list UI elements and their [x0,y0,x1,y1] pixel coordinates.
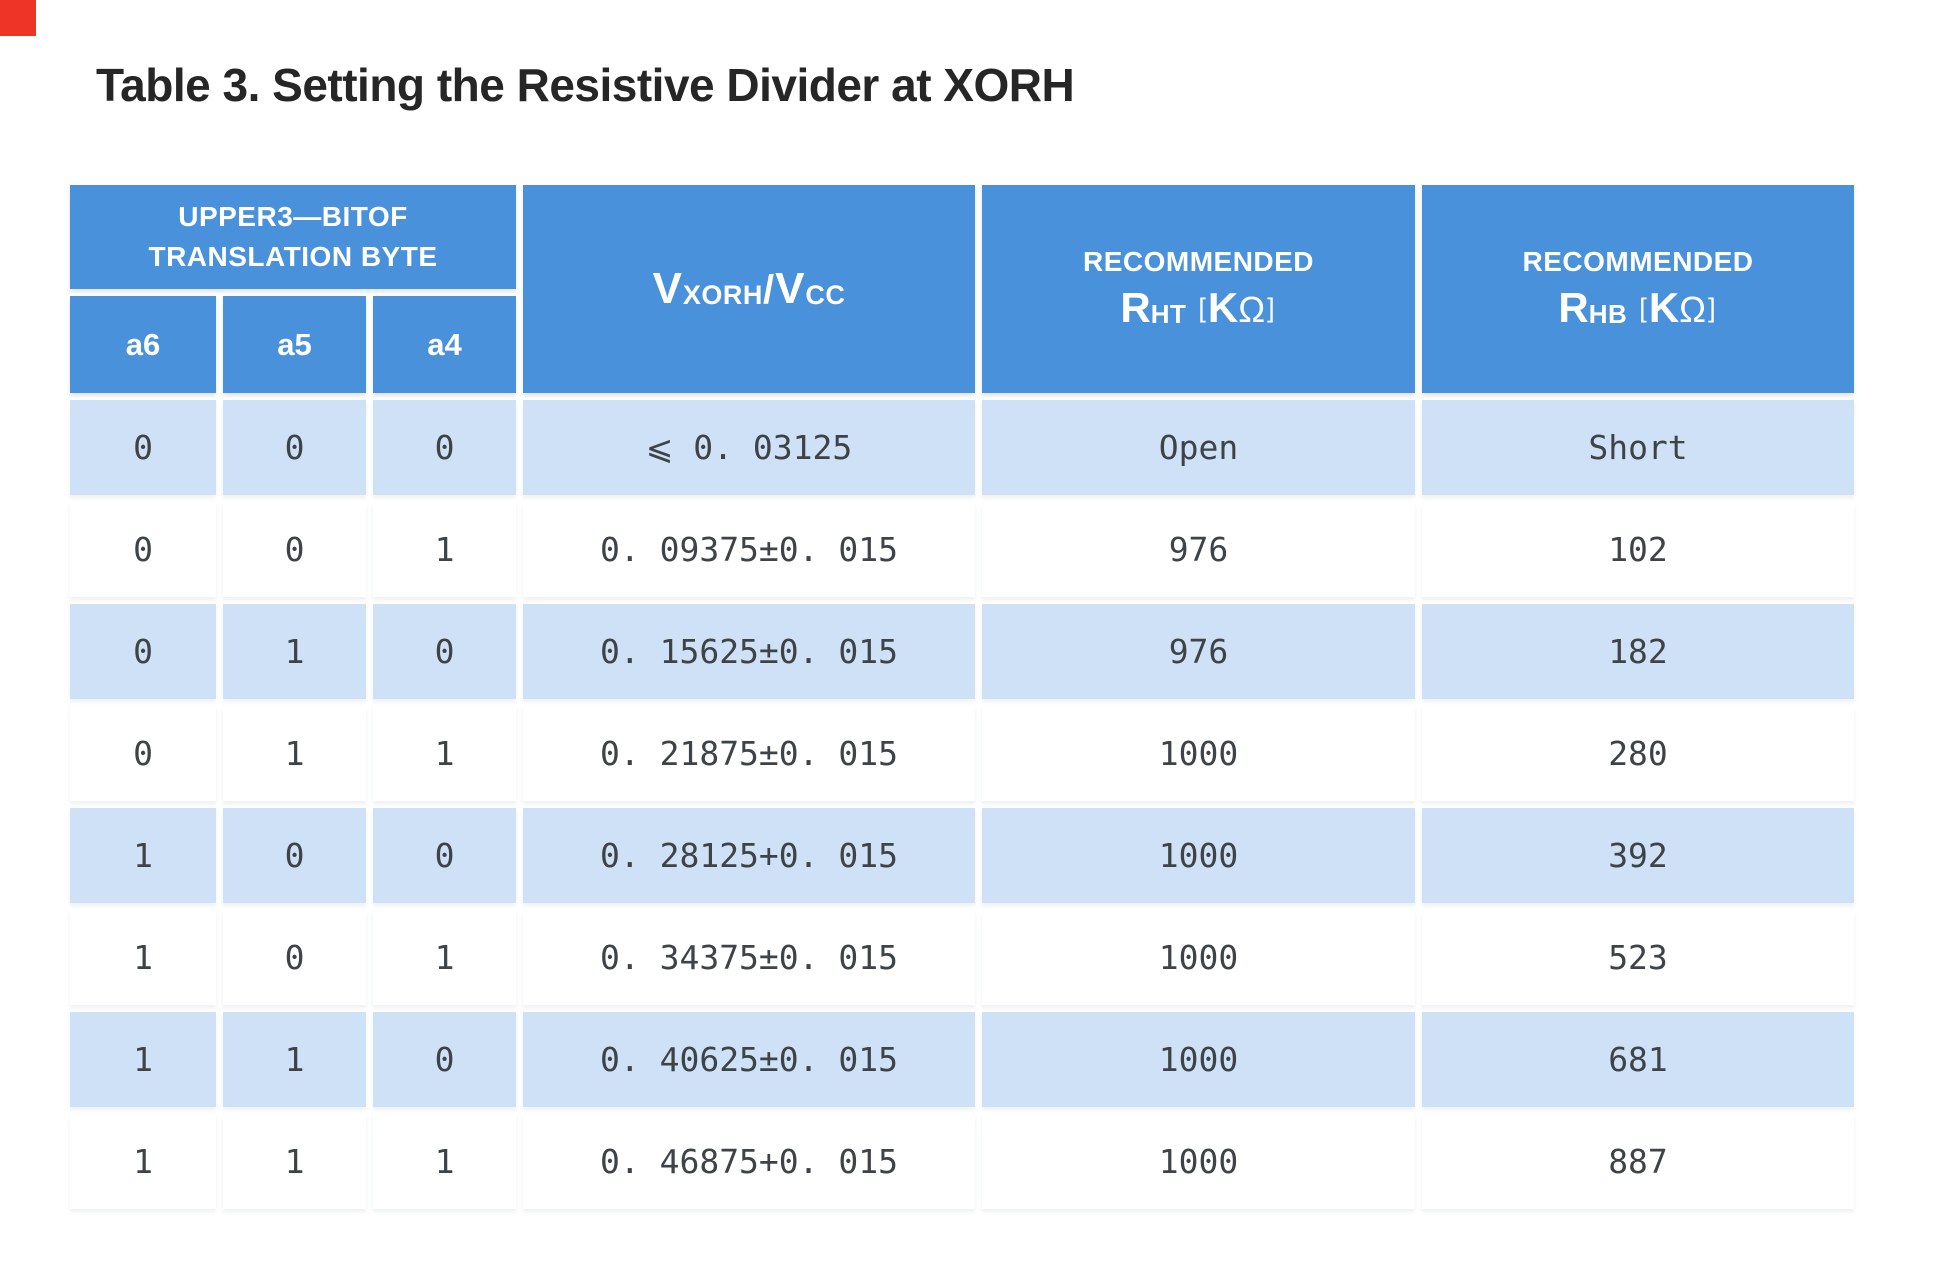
cell-a4: 1 [373,910,516,1005]
cell-a4: 1 [373,1114,516,1209]
cell-rht: 976 [982,502,1415,597]
cell-rhb: 887 [1422,1114,1854,1209]
cell-a6: 1 [70,910,216,1005]
cell-a6: 0 [70,604,216,699]
cell-rhb: 102 [1422,502,1854,597]
cell-rhb: 392 [1422,808,1854,903]
cell-a5: 0 [223,808,366,903]
recommended-label: RECOMMENDED [1082,246,1315,277]
cell-vxorh-ratio: 0. 28125+0. 015 [523,808,975,903]
header-recommended-rhb: RECOMMENDED RHB [KΩ] [1422,185,1854,393]
page-title: Table 3. Setting the Resistive Divider a… [96,59,1075,111]
cell-a6: 1 [70,1012,216,1107]
vxorh-vcc-label: VXORH/VCC [652,264,846,313]
cell-vxorh-ratio: ⩽ 0. 03125 [523,400,975,495]
cell-rhb: Short [1422,400,1854,495]
red-corner-marker [0,0,36,36]
cell-vxorh-ratio: 0. 46875+0. 015 [523,1114,975,1209]
cell-rht: 976 [982,604,1415,699]
cell-rhb: 182 [1422,604,1854,699]
cell-a5: 1 [223,1012,366,1107]
cell-a4: 0 [373,1012,516,1107]
cell-a6: 1 [70,1114,216,1209]
cell-a6: 0 [70,502,216,597]
rht-kohm-label: RHT [KΩ] [1120,284,1275,331]
cell-a4: 0 [373,400,516,495]
header-a5: a5 [223,296,366,393]
cell-rht: 1000 [982,910,1415,1005]
rhb-kohm-label: RHB [KΩ] [1558,284,1716,331]
cell-vxorh-ratio: 0. 15625±0. 015 [523,604,975,699]
cell-a5: 0 [223,910,366,1005]
cell-rhb: 523 [1422,910,1854,1005]
cell-rht: 1000 [982,808,1415,903]
cell-a6: 0 [70,400,216,495]
cell-a5: 0 [223,502,366,597]
cell-rht: Open [982,400,1415,495]
cell-a4: 1 [373,706,516,801]
resistive-divider-table: UPPER3—BITOF TRANSLATION BYTE VXORH/VCC … [70,185,1854,1209]
cell-a5: 1 [223,604,366,699]
cell-a5: 1 [223,1114,366,1209]
cell-a6: 0 [70,706,216,801]
cell-vxorh-ratio: 0. 40625±0. 015 [523,1012,975,1107]
cell-vxorh-ratio: 0. 21875±0. 015 [523,706,975,801]
cell-a4: 0 [373,604,516,699]
cell-a6: 1 [70,808,216,903]
header-upper3-bit-group: UPPER3—BITOF TRANSLATION BYTE [70,185,516,289]
cell-a4: 1 [373,502,516,597]
header-a6: a6 [70,296,216,393]
cell-a4: 0 [373,808,516,903]
cell-a5: 0 [223,400,366,495]
cell-rht: 1000 [982,1114,1415,1209]
cell-vxorh-ratio: 0. 34375±0. 015 [523,910,975,1005]
cell-rht: 1000 [982,706,1415,801]
header-a4: a4 [373,296,516,393]
cell-rhb: 280 [1422,706,1854,801]
recommended-label: RECOMMENDED [1522,246,1754,277]
cell-vxorh-ratio: 0. 09375±0. 015 [523,502,975,597]
header-vxorh-vcc: VXORH/VCC [523,185,975,393]
cell-rht: 1000 [982,1012,1415,1107]
cell-a5: 1 [223,706,366,801]
header-recommended-rht: RECOMMENDED RHT [KΩ] [982,185,1415,393]
cell-rhb: 681 [1422,1012,1854,1107]
